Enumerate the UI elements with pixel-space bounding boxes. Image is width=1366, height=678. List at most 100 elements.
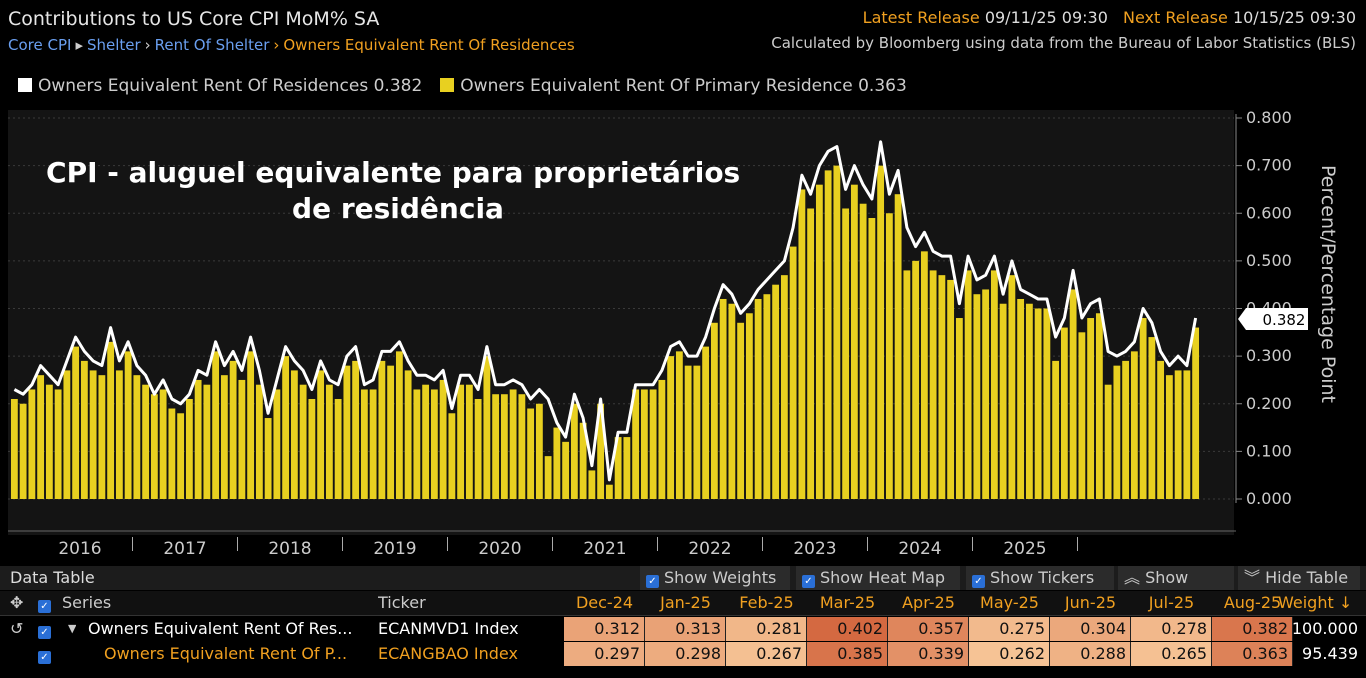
value-cell[interactable]: 0.267: [726, 642, 807, 666]
x-tick-label: 2023: [793, 539, 836, 559]
bar: [457, 384, 465, 499]
hide-table-button[interactable]: ︾ Hide Table: [1238, 566, 1360, 590]
x-tick-label: 2018: [268, 539, 311, 559]
bar: [588, 470, 596, 499]
value-cell[interactable]: 0.265: [1131, 642, 1212, 666]
breadcrumb-rent-of-shelter[interactable]: Rent Of Shelter: [154, 36, 270, 54]
bar: [1139, 318, 1147, 499]
bar: [990, 270, 998, 499]
hide-table-label: Hide Table: [1265, 568, 1349, 587]
show-weights-button[interactable]: ✓ Show Weights: [640, 566, 790, 590]
value-cell[interactable]: 0.312: [564, 617, 645, 641]
bar: [850, 184, 858, 500]
checkbox-checked-icon: ✓: [38, 651, 51, 664]
row-checkbox[interactable]: ✓: [38, 642, 56, 666]
row-checkbox[interactable]: ✓: [38, 617, 56, 641]
bar: [229, 360, 237, 499]
bar: [37, 375, 45, 499]
bar: [955, 318, 963, 499]
month-header[interactable]: Jan-25: [660, 593, 711, 612]
bar: [868, 218, 876, 499]
next-release-label: Next Release: [1122, 8, 1228, 27]
latest-release-label: Latest Release: [862, 8, 980, 27]
bar: [194, 379, 202, 499]
month-header[interactable]: Feb-25: [739, 593, 794, 612]
breadcrumb: Core CPI ▸ Shelter › Rent Of Shelter › Owners …: [8, 36, 575, 54]
value-cell[interactable]: 0.385: [807, 642, 888, 666]
y-tick-label: 0.600: [1246, 203, 1292, 222]
breadcrumb-shelter[interactable]: Shelter: [86, 36, 141, 54]
value-cell[interactable]: 0.339: [888, 642, 969, 666]
value-cell[interactable]: 0.304: [1050, 617, 1131, 641]
bar: [264, 418, 272, 499]
month-header[interactable]: Jun-25: [1064, 593, 1117, 612]
breadcrumb-separator-icon: ›: [273, 36, 280, 54]
bar: [1087, 318, 1095, 499]
bar: [439, 379, 447, 499]
show-heat-map-button[interactable]: ✓ Show Heat Map: [796, 566, 960, 590]
legend-item-oer-residences[interactable]: Owners Equivalent Rent Of Residences 0.3…: [18, 76, 422, 96]
bar: [737, 322, 745, 499]
bar: [938, 275, 946, 499]
month-header[interactable]: May-25: [980, 593, 1039, 612]
breadcrumb-core-cpi[interactable]: Core CPI: [8, 36, 72, 54]
month-header[interactable]: Dec-24: [575, 593, 634, 612]
last-value-badge: [1238, 308, 1308, 330]
value-cell[interactable]: 0.275: [969, 617, 1050, 641]
bar: [833, 165, 841, 499]
select-all-checkbox[interactable]: ✓: [38, 591, 56, 615]
month-header[interactable]: Jul-25: [1148, 593, 1195, 612]
undo-icon[interactable]: ↺: [10, 619, 24, 638]
value-cell[interactable]: 0.402: [807, 617, 888, 641]
value-cell[interactable]: 0.288: [1050, 642, 1131, 666]
table-row[interactable]: ↺ ✓ ▼ Owners Equivalent Rent Of Res... E…: [0, 617, 1366, 641]
value-cell[interactable]: 0.363: [1212, 642, 1293, 666]
bar: [1130, 351, 1138, 499]
sort-down-arrow-icon: ↓: [1338, 593, 1353, 612]
legend-item-oer-primary[interactable]: Owners Equivalent Rent Of Primary Reside…: [440, 76, 907, 96]
bar: [903, 270, 911, 499]
bar: [273, 389, 281, 499]
month-header[interactable]: Apr-25: [902, 593, 955, 612]
show-more-button[interactable]: ︽ Show More: [1118, 566, 1234, 611]
bar: [667, 356, 675, 499]
ticker-cell: ECANGBAO Index: [378, 644, 518, 663]
show-tickers-button[interactable]: ✓ Show Tickers: [966, 566, 1114, 590]
legend: Owners Equivalent Rent Of Residences 0.3…: [18, 76, 907, 96]
value-cell[interactable]: 0.357: [888, 617, 969, 641]
value-cell[interactable]: 0.297: [564, 642, 645, 666]
bar: [553, 427, 561, 499]
bar: [920, 251, 928, 499]
value-cell[interactable]: 0.281: [726, 617, 807, 641]
y-tick-label: 0.500: [1246, 251, 1292, 270]
breadcrumb-oer[interactable]: Owners Equivalent Rent Of Residences: [283, 36, 575, 54]
collapse-triangle-icon[interactable]: ▼: [68, 622, 77, 635]
y-tick-label: 0.800: [1246, 108, 1292, 127]
value-cell[interactable]: 0.382: [1212, 617, 1293, 641]
bar: [623, 437, 631, 499]
month-header[interactable]: Aug-25: [1223, 593, 1282, 612]
bar: [999, 303, 1007, 499]
table-row[interactable]: ✓ Owners Equivalent Rent Of P... ECANGBA…: [0, 642, 1366, 666]
y-tick-label: 0.200: [1246, 394, 1292, 413]
month-header[interactable]: Mar-25: [819, 593, 876, 612]
value-cell[interactable]: 0.262: [969, 642, 1050, 666]
weight-header[interactable]: Weight ↓: [1278, 591, 1362, 615]
x-tick-label: 2016: [58, 539, 101, 559]
expand-all-icon[interactable]: ✥: [10, 593, 24, 612]
source-note: Calculated by Bloomberg using data from …: [771, 34, 1356, 52]
bar: [168, 408, 176, 499]
x-tick-label: 2021: [583, 539, 626, 559]
bar: [54, 389, 62, 499]
value-cell[interactable]: 0.278: [1131, 617, 1212, 641]
bar: [772, 284, 780, 499]
bar: [518, 394, 526, 499]
ticker-header[interactable]: Ticker: [378, 593, 426, 612]
series-header[interactable]: Series: [62, 593, 112, 612]
bar: [159, 389, 167, 499]
value-cell[interactable]: 0.298: [645, 642, 726, 666]
bar: [290, 370, 298, 499]
legend-swatch-white: [18, 78, 32, 92]
value-cell[interactable]: 0.313: [645, 617, 726, 641]
y-axis: 0.0000.1000.2000.3000.4000.5000.6000.700…: [1235, 108, 1292, 508]
